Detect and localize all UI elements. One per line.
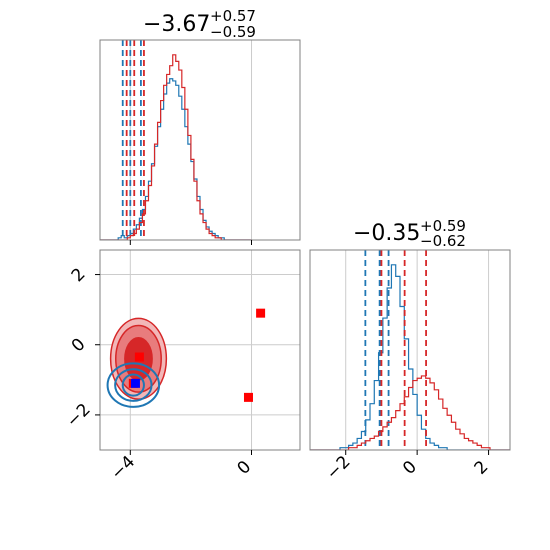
joint-contour-panel: −4 0 −2 0 2 — [63, 249, 301, 484]
top-frame — [99, 39, 301, 241]
right-frame — [309, 249, 511, 451]
marker-point — [130, 378, 140, 388]
bottom-right-title-value: −0.35 — [353, 221, 420, 246]
blue-contour-level — [114, 368, 153, 402]
blue-contour-level — [106, 362, 161, 408]
joint-x-tick-label: −4 — [107, 452, 139, 484]
right-hist-series-0 — [310, 264, 510, 450]
marker-point — [134, 352, 144, 362]
joint-y-tick-label: 2 — [68, 264, 90, 286]
joint-frame — [99, 249, 301, 451]
top-left-title-value: −3.67 — [143, 12, 210, 37]
top-left-title: −3.67 — [143, 12, 210, 37]
blue-contour-level — [121, 373, 145, 397]
joint-y-tick-label: −2 — [63, 400, 95, 432]
top-hist-series-1 — [100, 54, 252, 240]
top-left-title-minus: −0.59 — [210, 23, 256, 41]
bottom-right-histogram: −2 0 2 — [309, 249, 511, 484]
right-x-tick-label: −2 — [323, 452, 355, 484]
joint-x-tick-label: 0 — [234, 457, 256, 479]
marker-point — [243, 392, 253, 402]
bottom-right-title-plus: +0.59 — [420, 217, 466, 235]
bottom-right-title-minus: −0.62 — [420, 232, 466, 250]
joint-y-tick-label: 0 — [68, 335, 90, 357]
marker-point — [256, 308, 266, 318]
right-x-tick-label: 0 — [399, 457, 421, 479]
right-x-tick-label: 2 — [471, 457, 493, 479]
top-left-title-plus: +0.57 — [210, 7, 256, 25]
top-left-histogram — [99, 39, 301, 245]
right-hist-series-1 — [310, 375, 510, 450]
